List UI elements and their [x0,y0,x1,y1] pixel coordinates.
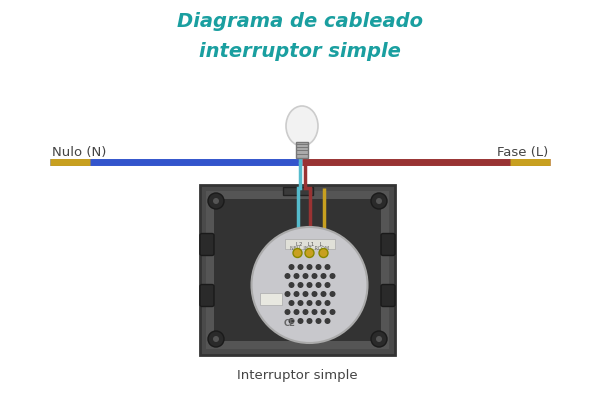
Circle shape [376,336,382,342]
Text: NEU  INT  RCOM: NEU INT RCOM [290,246,329,250]
Circle shape [311,273,317,279]
Circle shape [208,331,224,347]
Circle shape [284,291,290,297]
Circle shape [289,318,295,324]
Circle shape [293,309,299,315]
Circle shape [319,248,328,258]
Circle shape [371,193,387,209]
FancyBboxPatch shape [284,239,335,249]
Circle shape [284,273,290,279]
Circle shape [311,309,317,315]
Circle shape [302,291,308,297]
Circle shape [293,291,299,297]
FancyBboxPatch shape [206,191,389,349]
Circle shape [293,273,299,279]
Circle shape [325,318,331,324]
Circle shape [307,300,313,306]
Circle shape [302,273,308,279]
Circle shape [289,300,295,306]
Circle shape [325,264,331,270]
Circle shape [298,300,304,306]
Circle shape [325,282,331,288]
Circle shape [307,282,313,288]
Text: L2   L1   L: L2 L1 L [296,241,323,246]
FancyBboxPatch shape [200,185,395,355]
Circle shape [305,248,314,258]
Circle shape [298,318,304,324]
Circle shape [298,264,304,270]
Circle shape [213,336,219,342]
Circle shape [371,331,387,347]
Circle shape [376,198,382,204]
Text: CE: CE [284,318,295,328]
Circle shape [316,300,322,306]
Text: interruptor simple: interruptor simple [199,42,401,61]
FancyBboxPatch shape [214,199,381,341]
Text: Fase (L): Fase (L) [497,146,548,159]
Circle shape [284,309,290,315]
Circle shape [320,273,326,279]
Circle shape [329,273,335,279]
FancyBboxPatch shape [260,293,281,305]
Circle shape [289,282,295,288]
FancyBboxPatch shape [381,285,395,307]
Circle shape [293,248,302,258]
FancyBboxPatch shape [200,234,214,255]
Circle shape [307,264,313,270]
Circle shape [325,300,331,306]
Circle shape [289,264,295,270]
Text: Interruptor simple: Interruptor simple [237,369,358,382]
Circle shape [320,309,326,315]
FancyBboxPatch shape [200,285,214,307]
Circle shape [316,264,322,270]
Circle shape [213,198,219,204]
Text: Nulo (N): Nulo (N) [52,146,106,159]
Circle shape [208,193,224,209]
Text: Diagrama de cableado: Diagrama de cableado [177,12,423,31]
Circle shape [307,318,313,324]
Circle shape [316,318,322,324]
Circle shape [329,291,335,297]
Circle shape [316,282,322,288]
Ellipse shape [286,106,318,146]
Circle shape [298,282,304,288]
Circle shape [320,291,326,297]
FancyBboxPatch shape [296,142,308,158]
FancyBboxPatch shape [283,187,313,195]
FancyBboxPatch shape [381,234,395,255]
Circle shape [329,309,335,315]
Circle shape [311,291,317,297]
Circle shape [251,227,367,343]
Circle shape [302,309,308,315]
